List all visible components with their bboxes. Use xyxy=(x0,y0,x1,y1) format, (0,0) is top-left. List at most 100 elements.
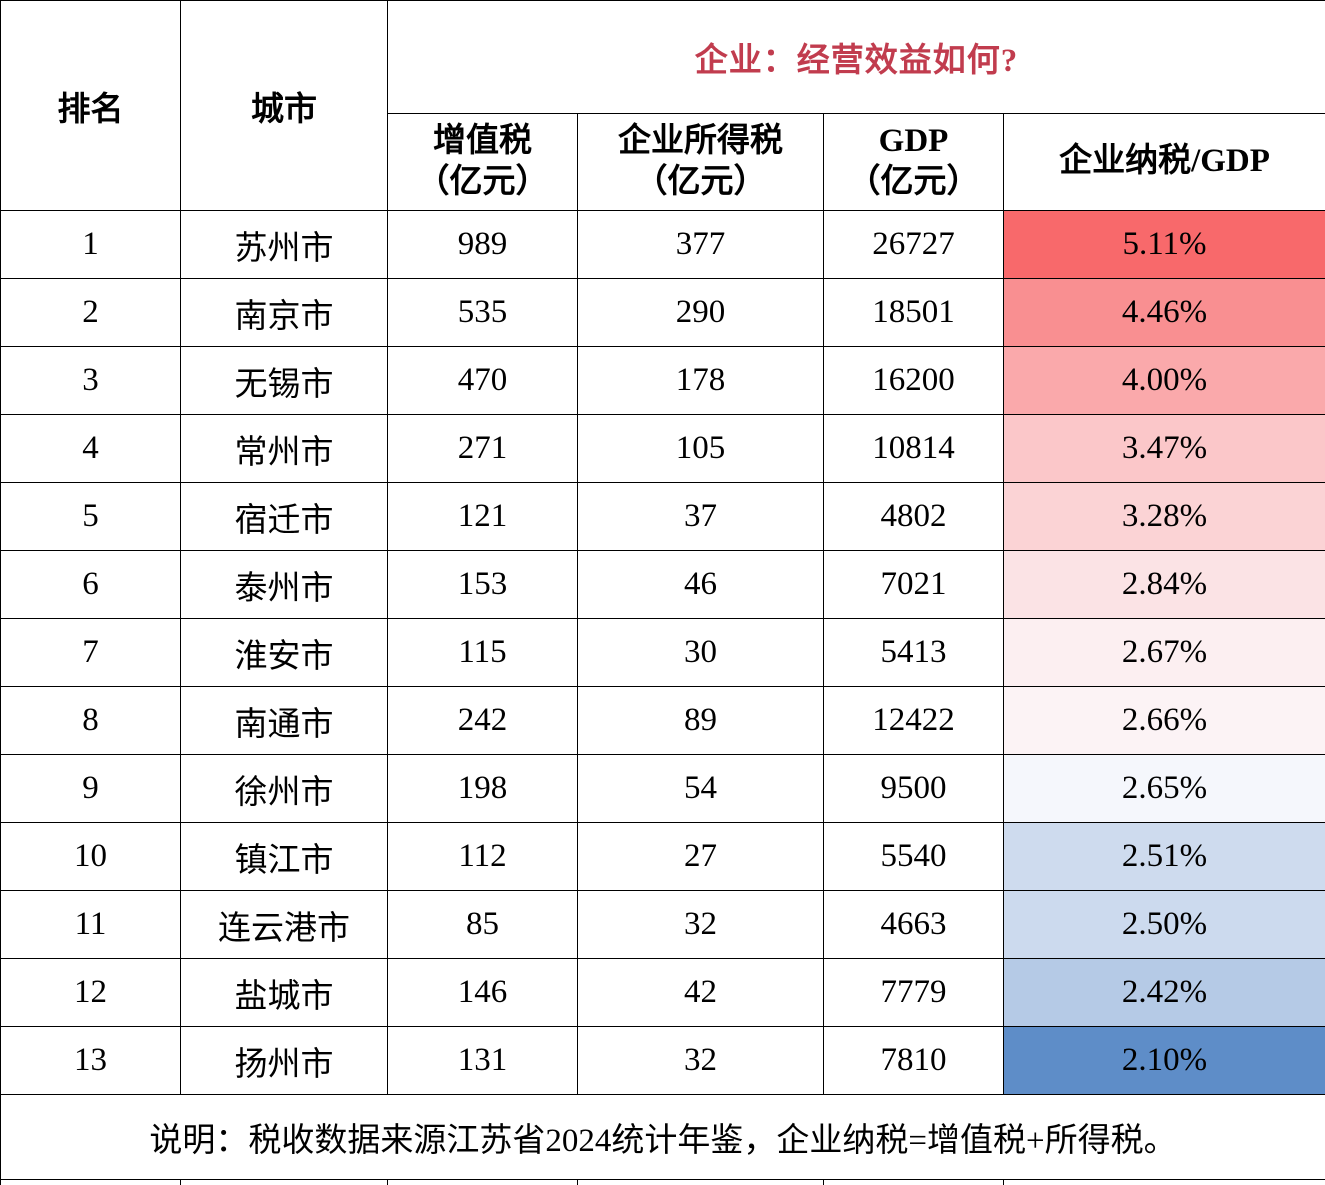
vat-cell: 470 xyxy=(387,346,578,415)
vat-cell: 131 xyxy=(387,1026,578,1095)
vat-cell: 121 xyxy=(387,482,578,551)
column-header-cit-line2: （亿元） xyxy=(634,164,767,200)
gdp-cell: 4663 xyxy=(823,890,1004,959)
partial-next-row xyxy=(0,1179,1325,1185)
title-row: 排名 城市 企业：经营效益如何? xyxy=(0,0,1325,211)
ratio-cell: 2.10% xyxy=(1003,1026,1325,1095)
table-row: 13 扬州市 131 32 7810 2.10% xyxy=(0,1026,1325,1095)
ratio-cell: 2.66% xyxy=(1003,686,1325,755)
gdp-cell: 7021 xyxy=(823,550,1004,619)
footer-note: 说明：税收数据来源江苏省2024统计年鉴，企业纳税=增值税+所得税。 xyxy=(0,1094,1325,1180)
city-cell: 南通市 xyxy=(180,686,388,755)
rank-cell: 11 xyxy=(0,890,181,959)
table-row: 4 常州市 271 105 10814 3.47% xyxy=(0,414,1325,483)
gdp-cell: 7810 xyxy=(823,1026,1004,1095)
cit-cell: 42 xyxy=(577,958,824,1027)
cit-cell: 290 xyxy=(577,278,824,347)
column-header-gdp-line2: （亿元） xyxy=(847,164,980,200)
rank-cell: 1 xyxy=(0,210,181,279)
column-header-ratio: 企业纳税/GDP xyxy=(1003,113,1325,211)
city-cell: 常州市 xyxy=(180,414,388,483)
city-cell: 南京市 xyxy=(180,278,388,347)
table-row: 9 徐州市 198 54 9500 2.65% xyxy=(0,754,1325,823)
ratio-cell: 4.00% xyxy=(1003,346,1325,415)
city-cell: 无锡市 xyxy=(180,346,388,415)
ratio-cell: 2.67% xyxy=(1003,618,1325,687)
rank-cell: 13 xyxy=(0,1026,181,1095)
column-header-vat-line1: 增值税 xyxy=(433,122,532,159)
vat-cell: 153 xyxy=(387,550,578,619)
city-cell: 扬州市 xyxy=(180,1026,388,1095)
city-cell: 泰州市 xyxy=(180,550,388,619)
ratio-cell: 3.47% xyxy=(1003,414,1325,483)
cit-cell: 54 xyxy=(577,754,824,823)
ratio-cell: 2.51% xyxy=(1003,822,1325,891)
ratio-cell: 2.84% xyxy=(1003,550,1325,619)
ratio-cell: 2.42% xyxy=(1003,958,1325,1027)
table-header: 排名 城市 企业：经营效益如何? 增值税 （亿元） 企业所得税 （亿元） GDP… xyxy=(0,0,1325,211)
column-header-vat: 增值税 （亿元） xyxy=(387,113,578,211)
stub-cell xyxy=(1003,1179,1325,1185)
table-footer: 说明：税收数据来源江苏省2024统计年鉴，企业纳税=增值税+所得税。 xyxy=(0,1094,1325,1185)
gdp-cell: 5540 xyxy=(823,822,1004,891)
gdp-cell: 26727 xyxy=(823,210,1004,279)
rank-cell: 9 xyxy=(0,754,181,823)
vat-cell: 112 xyxy=(387,822,578,891)
vat-cell: 115 xyxy=(387,618,578,687)
rank-cell: 5 xyxy=(0,482,181,551)
vat-cell: 198 xyxy=(387,754,578,823)
column-header-gdp: GDP （亿元） xyxy=(823,113,1004,211)
table-row: 6 泰州市 153 46 7021 2.84% xyxy=(0,550,1325,619)
column-header-cit-line1: 企业所得税 xyxy=(618,122,783,159)
city-cell: 连云港市 xyxy=(180,890,388,959)
cit-cell: 377 xyxy=(577,210,824,279)
gdp-cell: 16200 xyxy=(823,346,1004,415)
cit-cell: 30 xyxy=(577,618,824,687)
gdp-cell: 9500 xyxy=(823,754,1004,823)
stub-cell xyxy=(823,1179,1004,1185)
page-title: 企业：经营效益如何? xyxy=(387,0,1325,114)
vat-cell: 85 xyxy=(387,890,578,959)
gdp-cell: 4802 xyxy=(823,482,1004,551)
table-row: 8 南通市 242 89 12422 2.66% xyxy=(0,686,1325,755)
cit-cell: 178 xyxy=(577,346,824,415)
table-row: 10 镇江市 112 27 5540 2.51% xyxy=(0,822,1325,891)
rank-cell: 6 xyxy=(0,550,181,619)
ratio-cell: 5.11% xyxy=(1003,210,1325,279)
city-cell: 苏州市 xyxy=(180,210,388,279)
gdp-cell: 7779 xyxy=(823,958,1004,1027)
cit-cell: 32 xyxy=(577,1026,824,1095)
rank-cell: 7 xyxy=(0,618,181,687)
stub-cell xyxy=(180,1179,388,1185)
stub-cell xyxy=(387,1179,578,1185)
city-cell: 镇江市 xyxy=(180,822,388,891)
rank-cell: 2 xyxy=(0,278,181,347)
table-row: 2 南京市 535 290 18501 4.46% xyxy=(0,278,1325,347)
footer-row: 说明：税收数据来源江苏省2024统计年鉴，企业纳税=增值税+所得税。 xyxy=(0,1094,1325,1180)
table-row: 3 无锡市 470 178 16200 4.00% xyxy=(0,346,1325,415)
stub-cell xyxy=(0,1179,181,1185)
column-header-cit: 企业所得税 （亿元） xyxy=(577,113,824,211)
table-row: 1 苏州市 989 377 26727 5.11% xyxy=(0,210,1325,279)
column-header-vat-line2: （亿元） xyxy=(416,164,549,200)
vat-cell: 271 xyxy=(387,414,578,483)
cit-cell: 32 xyxy=(577,890,824,959)
column-header-gdp-line1: GDP xyxy=(878,122,949,159)
vat-cell: 535 xyxy=(387,278,578,347)
table-row: 11 连云港市 85 32 4663 2.50% xyxy=(0,890,1325,959)
table-row: 12 盐城市 146 42 7779 2.42% xyxy=(0,958,1325,1027)
city-cell: 宿迁市 xyxy=(180,482,388,551)
cit-cell: 46 xyxy=(577,550,824,619)
gdp-cell: 5413 xyxy=(823,618,1004,687)
vat-cell: 989 xyxy=(387,210,578,279)
table-row: 5 宿迁市 121 37 4802 3.28% xyxy=(0,482,1325,551)
city-cell: 淮安市 xyxy=(180,618,388,687)
rank-cell: 4 xyxy=(0,414,181,483)
ratio-cell: 2.65% xyxy=(1003,754,1325,823)
city-cell: 徐州市 xyxy=(180,754,388,823)
gdp-cell: 12422 xyxy=(823,686,1004,755)
table-row: 7 淮安市 115 30 5413 2.67% xyxy=(0,618,1325,687)
cit-cell: 105 xyxy=(577,414,824,483)
